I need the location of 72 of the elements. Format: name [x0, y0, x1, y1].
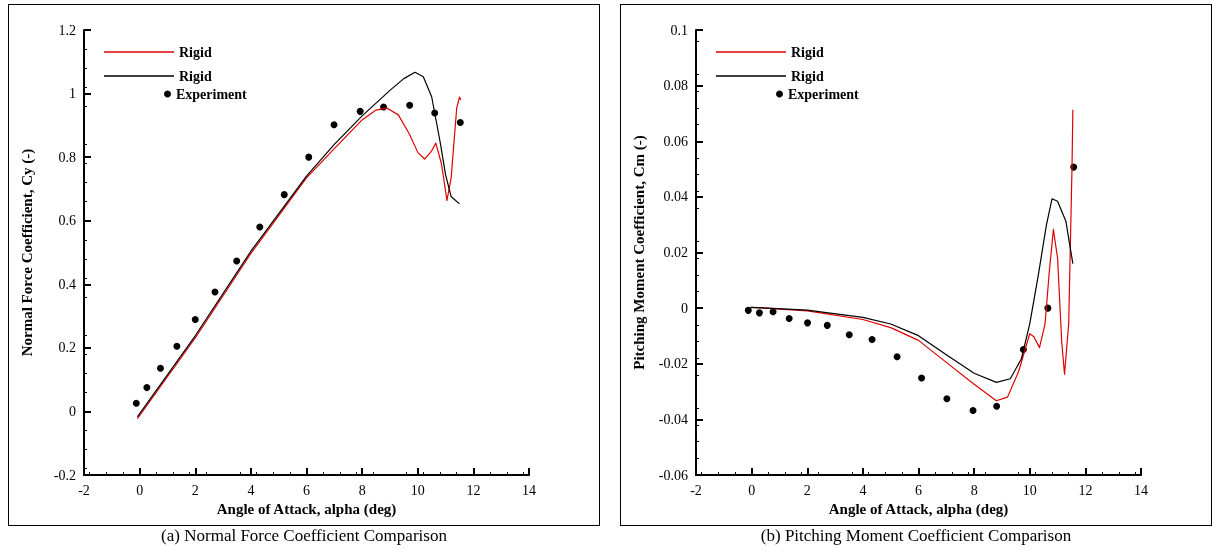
- y-tick-label: 0.06: [663, 133, 688, 149]
- text: (b) Pitching Moment Coefficient Comparison: [759, 526, 1073, 546]
- x-tick-label: 10: [1022, 482, 1037, 498]
- point: [804, 319, 812, 327]
- y-tick-label: 1.2: [58, 22, 76, 38]
- x-tick-label: 12: [466, 482, 481, 498]
- point: [143, 384, 151, 392]
- x-tick-label: 8: [358, 482, 366, 498]
- point: [845, 331, 853, 339]
- point: [823, 321, 831, 329]
- y-axis-title: Pitching Moment Coefficient, Cm (-): [630, 135, 648, 370]
- point: [173, 342, 181, 350]
- point: [280, 191, 288, 199]
- point: [755, 309, 763, 317]
- point: [330, 121, 338, 129]
- legend-label: Experiment: [788, 86, 860, 102]
- point: [233, 257, 241, 265]
- y-tick-label: 1: [69, 86, 76, 102]
- x-tick-label: 2: [803, 482, 811, 498]
- point: [918, 374, 926, 382]
- x-tick-label: 0: [748, 482, 756, 498]
- y-tick-label: 0.08: [663, 78, 688, 94]
- legend-label: Rigid: [791, 44, 824, 60]
- point: [893, 353, 901, 361]
- point: [456, 119, 464, 126]
- point: [156, 364, 164, 372]
- point: [191, 316, 199, 324]
- x-tick-label: 2: [191, 482, 199, 498]
- y-tick-label: 0.2: [58, 340, 76, 356]
- point: [406, 101, 414, 109]
- y-tick-label: -0.02: [658, 356, 688, 372]
- point: [256, 223, 264, 231]
- y-tick-label: 0.04: [663, 189, 688, 205]
- x-tick-label: 10: [410, 482, 425, 498]
- x-tick-label: 6: [303, 482, 310, 498]
- x-tick-label: 4: [247, 482, 255, 498]
- point: [969, 406, 977, 414]
- point: [305, 153, 313, 161]
- x-tick-label: 4: [859, 482, 867, 498]
- y-tick-label: -0.04: [658, 411, 688, 427]
- x-tick-label: 6: [915, 482, 922, 498]
- x-tick-label: 14: [1134, 482, 1148, 498]
- y-tick-label: -0.2: [53, 467, 76, 483]
- legend-label: Rigid: [179, 68, 212, 84]
- y-tick-label: 0: [681, 300, 688, 316]
- y-axis-title: Normal Force Coefficient, Cy (-): [18, 148, 36, 357]
- point: [785, 314, 793, 322]
- point: [993, 402, 1001, 410]
- y-tick-label: 0: [69, 403, 76, 419]
- x-tick-label: -2: [690, 482, 702, 498]
- y-tick-label: 0.1: [670, 22, 688, 38]
- x-tick-label: 12: [1078, 482, 1093, 498]
- x-axis-title: Angle of Attack, alpha (deg): [216, 501, 397, 519]
- text: (a) Normal Force Coefficient Comparison: [160, 526, 448, 546]
- point: [868, 336, 876, 344]
- y-tick-label: 0.6: [58, 213, 76, 229]
- legend-label: Experiment: [176, 86, 248, 102]
- x-tick-label: 0: [136, 482, 144, 498]
- y-tick-label: 0.8: [58, 149, 76, 165]
- y-tick-label: 0.4: [58, 276, 76, 292]
- x-tick-label: -2: [78, 482, 90, 498]
- point: [356, 107, 364, 115]
- legend-label: Rigid: [179, 44, 212, 60]
- point: [744, 306, 752, 314]
- x-tick-label: 8: [970, 482, 978, 498]
- point: [943, 395, 951, 403]
- x-axis-title: Angle of Attack, alpha (deg): [828, 501, 1009, 519]
- y-tick-label: -0.06: [658, 467, 688, 483]
- point: [132, 399, 140, 407]
- y-tick-label: 0.02: [663, 245, 688, 260]
- x-tick-label: 14: [522, 482, 536, 498]
- legend-label: Rigid: [791, 68, 824, 84]
